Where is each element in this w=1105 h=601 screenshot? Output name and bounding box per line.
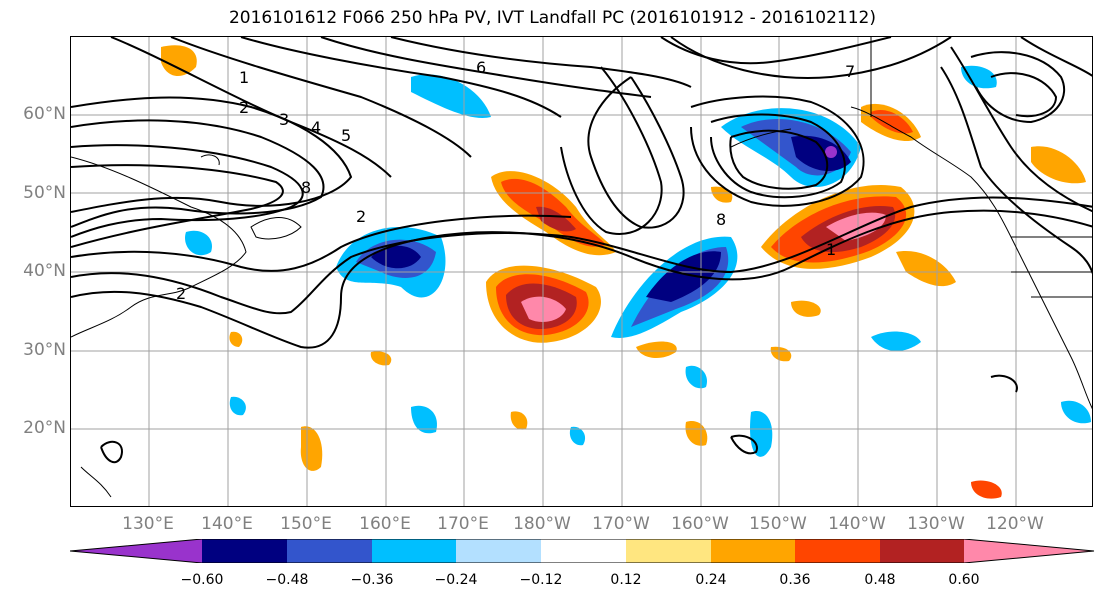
colorbar-tick-label: −0.60 [180, 572, 224, 588]
pv-label: 2 [356, 207, 366, 226]
map-canvas: 1 2 3 4 5 6 7 8 2 2 8 1 [71, 37, 1092, 506]
lon-label: 150°W [749, 514, 807, 534]
lon-label: 160°E [359, 514, 411, 534]
colorbar-segment [880, 539, 964, 563]
lon-label: 140°W [828, 514, 886, 534]
colorbar-segment [541, 539, 626, 563]
colorbar-segment [70, 539, 202, 563]
pv-label: 3 [279, 110, 289, 129]
pv-label: 6 [476, 58, 486, 77]
colorbar [70, 539, 1095, 563]
colorbar-tick-label: −0.24 [434, 572, 478, 588]
lat-label: 40°N [23, 261, 66, 281]
lat-label: 60°N [23, 104, 66, 124]
lat-label: 50°N [23, 183, 66, 203]
pv-label: 8 [716, 210, 726, 229]
lon-label: 120°W [986, 514, 1044, 534]
lat-label: 20°N [23, 418, 66, 438]
lon-label: 180°W [513, 514, 571, 534]
figure-title: 2016101612 F066 250 hPa PV, IVT Landfall… [228, 8, 876, 28]
colorbar-tick-label: −0.48 [265, 572, 309, 588]
colorbar-segment [202, 539, 287, 563]
colorbar-tick-label: 0.12 [610, 572, 642, 588]
pv-label: 1 [239, 68, 249, 87]
pv-label: 5 [341, 126, 351, 145]
colorbar-tick-label: −0.12 [519, 572, 563, 588]
colorbar-tick-label: 0.36 [779, 572, 811, 588]
pv-label: 7 [845, 62, 855, 81]
pv-contours [71, 37, 1092, 464]
lon-label: 140°E [201, 514, 253, 534]
pv-label: 8 [301, 178, 311, 197]
lon-label: 130°W [907, 514, 965, 534]
pv-label: 2 [239, 98, 249, 117]
colorbar-segment [711, 539, 795, 563]
colorbar-segment [372, 539, 456, 563]
graticule [71, 37, 1092, 506]
ivt-shading [161, 45, 1091, 499]
colorbar-segment [795, 539, 880, 563]
pv-contour-labels: 1 2 3 4 5 6 7 8 2 2 8 1 [176, 58, 855, 303]
lon-label: 150°E [280, 514, 332, 534]
lat-label: 30°N [23, 340, 66, 360]
colorbar-tick-label: −0.36 [350, 572, 394, 588]
colorbar-segment [626, 539, 711, 563]
lon-label: 170°E [437, 514, 489, 534]
colorbar-segment [456, 539, 541, 563]
colorbar-tick-label: 0.24 [695, 572, 727, 588]
colorbar-segment [964, 539, 1094, 563]
lon-label: 170°W [592, 514, 650, 534]
lon-label: 130°E [122, 514, 174, 534]
pv-label: 2 [176, 284, 186, 303]
lon-label: 160°W [671, 514, 729, 534]
coastlines [71, 37, 1092, 498]
colorbar-tick-label: 0.60 [948, 572, 980, 588]
pv-label: 1 [826, 240, 836, 259]
pv-label: 4 [311, 118, 321, 137]
map-panel: 1 2 3 4 5 6 7 8 2 2 8 1 [70, 36, 1093, 507]
colorbar-segment [287, 539, 372, 563]
colorbar-tick-label: 0.48 [864, 572, 896, 588]
